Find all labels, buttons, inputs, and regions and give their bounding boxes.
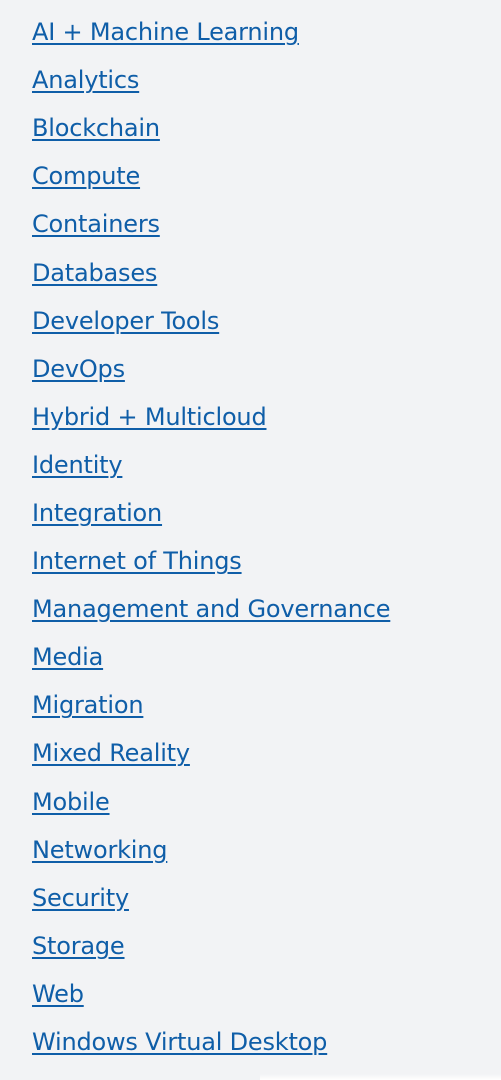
- category-link-migration[interactable]: Migration: [32, 691, 144, 720]
- list-item: Databases: [32, 248, 390, 296]
- category-link-networking[interactable]: Networking: [32, 835, 168, 864]
- list-item: DevOps: [32, 345, 390, 393]
- list-item: Internet of Things: [32, 537, 390, 585]
- category-link-integration[interactable]: Integration: [32, 498, 163, 527]
- category-link-devops[interactable]: DevOps: [32, 354, 125, 383]
- list-item: Security: [32, 874, 390, 922]
- list-item: Blockchain: [32, 104, 390, 152]
- list-item: AI + Machine Learning: [32, 8, 390, 56]
- list-item: Mobile: [32, 778, 390, 826]
- category-link-blockchain[interactable]: Blockchain: [32, 114, 160, 143]
- list-item: Identity: [32, 441, 390, 489]
- category-link-mobile[interactable]: Mobile: [32, 787, 110, 816]
- category-link-windows-virtual-desktop[interactable]: Windows Virtual Desktop: [32, 1028, 328, 1057]
- category-link-storage[interactable]: Storage: [32, 931, 125, 960]
- list-item: Hybrid + Multicloud: [32, 393, 390, 441]
- bottom-edge-fade: [260, 1074, 501, 1080]
- list-item: Compute: [32, 152, 390, 200]
- list-item: Mixed Reality: [32, 729, 390, 777]
- category-link-media[interactable]: Media: [32, 643, 104, 672]
- list-item: Management and Governance: [32, 585, 390, 633]
- list-item: Media: [32, 633, 390, 681]
- list-item: Analytics: [32, 56, 390, 104]
- category-link-compute[interactable]: Compute: [32, 162, 141, 191]
- category-link-security[interactable]: Security: [32, 883, 129, 912]
- category-link-ai-machine-learning[interactable]: AI + Machine Learning: [32, 18, 299, 47]
- list-item: Containers: [32, 200, 390, 248]
- category-link-databases[interactable]: Databases: [32, 258, 158, 287]
- category-link-analytics[interactable]: Analytics: [32, 66, 140, 95]
- category-link-identity[interactable]: Identity: [32, 450, 123, 479]
- category-link-hybrid-multicloud[interactable]: Hybrid + Multicloud: [32, 402, 267, 431]
- category-link-developer-tools[interactable]: Developer Tools: [32, 306, 220, 335]
- category-link-list: AI + Machine Learning Analytics Blockcha…: [32, 8, 390, 1066]
- category-link-containers[interactable]: Containers: [32, 210, 160, 239]
- list-item: Windows Virtual Desktop: [32, 1018, 390, 1066]
- category-link-mixed-reality[interactable]: Mixed Reality: [32, 739, 190, 768]
- category-link-web[interactable]: Web: [32, 979, 84, 1008]
- list-item: Storage: [32, 922, 390, 970]
- list-item: Integration: [32, 489, 390, 537]
- list-item: Migration: [32, 681, 390, 729]
- category-link-management-and-governance[interactable]: Management and Governance: [32, 595, 391, 624]
- list-item: Developer Tools: [32, 297, 390, 345]
- list-item: Networking: [32, 826, 390, 874]
- list-item: Web: [32, 970, 390, 1018]
- category-link-internet-of-things[interactable]: Internet of Things: [32, 547, 242, 576]
